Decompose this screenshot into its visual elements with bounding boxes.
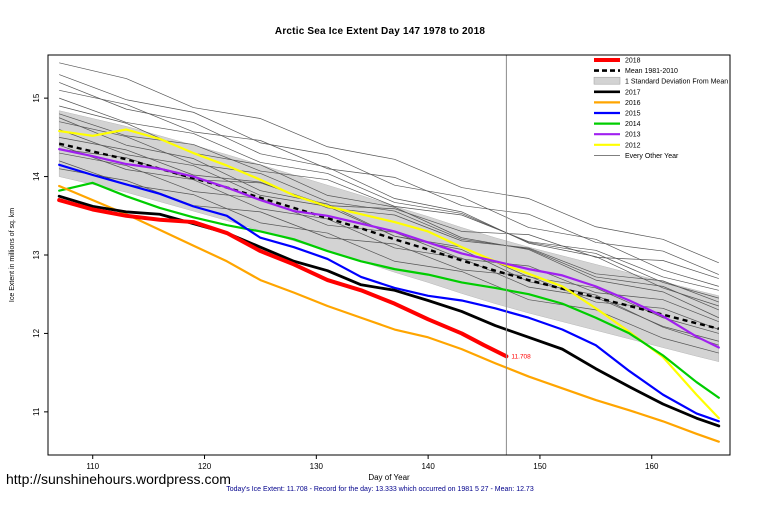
current-value-annotation: 11.708: [511, 353, 531, 360]
series-2015: [58, 163, 720, 423]
x-axis-label: Day of Year: [368, 473, 410, 482]
background-year-line-2: [59, 89, 719, 275]
background-year-line-5: [59, 113, 719, 291]
background-year-line-6: [59, 121, 719, 311]
x-tick-label-150: 150: [533, 462, 547, 471]
y-axis-label: Ice Extent in millions of sq. km: [9, 208, 16, 302]
legend-label-2013: 2013: [625, 132, 641, 139]
series-2014: [58, 181, 720, 399]
legend-label-mean-1981-2010: Mean 1981-2010: [625, 68, 678, 75]
background-year-line-0: [59, 62, 719, 264]
background-year-line-14: [59, 117, 719, 346]
footer-stats: Today's Ice Extent: 11.708 - Record for …: [226, 486, 534, 493]
x-tick-label-140: 140: [421, 462, 435, 471]
series-2013: [58, 148, 720, 349]
x-tick-label-110: 110: [86, 462, 99, 471]
background-year-line-15: [59, 82, 719, 307]
series-2012: [58, 128, 720, 420]
site-url: http://sunshinehours.wordpress.com: [6, 471, 231, 487]
x-tick-label-130: 130: [310, 462, 324, 471]
background-year-line-3: [59, 97, 719, 299]
background-year-line-8: [59, 137, 719, 303]
legend-label-2018: 2018: [625, 58, 641, 65]
y-tick-label-15: 15: [32, 93, 41, 102]
background-year-line-11: [59, 160, 719, 354]
x-tick-label-120: 120: [198, 462, 212, 471]
y-tick-label-11: 11: [32, 407, 41, 416]
series-2018: [57, 198, 509, 359]
legend-label-2016: 2016: [625, 100, 641, 107]
background-year-line-9: [59, 144, 719, 342]
background-year-line-1: [59, 74, 719, 287]
legend-swatch-1-standard-deviation-from-mean: [593, 76, 621, 85]
legend-label-2015: 2015: [625, 111, 641, 118]
legend-label-every-other-year: Every Other Year: [625, 153, 679, 160]
series-2016: [58, 184, 720, 443]
y-tick-label-12: 12: [32, 328, 41, 337]
legend-label-2014: 2014: [625, 121, 641, 128]
series-2017: [57, 194, 721, 428]
chart-title: Arctic Sea Ice Extent Day 147 1978 to 20…: [274, 26, 486, 37]
legend-label-2017: 2017: [625, 89, 641, 96]
y-tick-label-13: 13: [32, 250, 41, 259]
y-tick-label-14: 14: [32, 172, 41, 181]
legend-label-1-standard-deviation-from-mean: 1 Standard Deviation From Mean: [625, 79, 728, 86]
legend-label-2012: 2012: [625, 142, 641, 149]
x-tick-label-160: 160: [645, 462, 659, 471]
